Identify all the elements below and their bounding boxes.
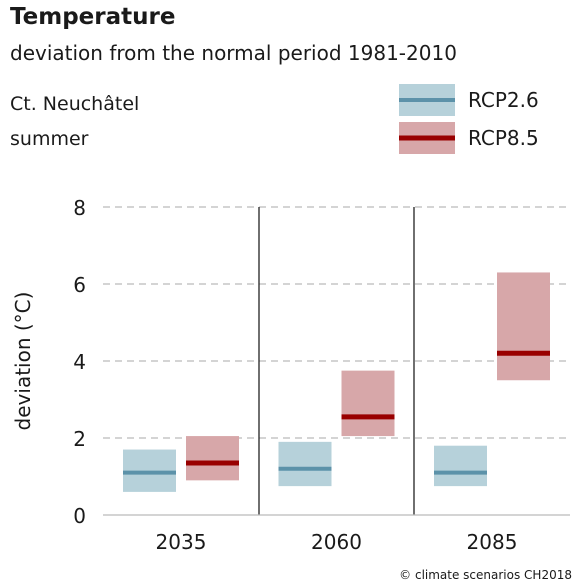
grid-lines bbox=[103, 206, 570, 439]
range-bars bbox=[123, 272, 550, 492]
y-tick-label: 4 bbox=[73, 350, 86, 374]
legend-label: RCP8.5 bbox=[468, 126, 539, 150]
chart-title: Temperature bbox=[10, 4, 176, 30]
y-tick-label: 6 bbox=[73, 273, 86, 297]
range-box-rcp85 bbox=[341, 370, 395, 437]
period-separators bbox=[258, 207, 415, 515]
axes: 0 2 4 6 8 deviation (°C) 2035 2060 2085 bbox=[11, 196, 570, 554]
y-tick-label: 0 bbox=[73, 504, 86, 528]
x-tick-label: 2035 bbox=[156, 530, 207, 554]
credit-text: © climate scenarios CH2018 bbox=[399, 568, 572, 582]
legend-label: RCP2.6 bbox=[468, 88, 539, 112]
season-label: summer bbox=[10, 128, 89, 150]
range-box-rcp85 bbox=[186, 436, 239, 481]
range-box-rcp85 bbox=[497, 272, 550, 381]
x-tick-label: 2060 bbox=[311, 530, 362, 554]
x-tick-label: 2085 bbox=[467, 530, 518, 554]
range-box-rcp26 bbox=[434, 445, 487, 487]
y-tick-label: 2 bbox=[73, 427, 86, 451]
range-box-rcp26 bbox=[278, 441, 332, 487]
y-axis-label: deviation (°C) bbox=[11, 292, 35, 431]
region-label: Ct. Neuchâtel bbox=[10, 93, 140, 115]
legend: RCP2.6 RCP8.5 bbox=[399, 84, 539, 154]
y-tick-label: 8 bbox=[73, 196, 86, 220]
chart-subtitle: deviation from the normal period 1981-20… bbox=[10, 41, 457, 65]
